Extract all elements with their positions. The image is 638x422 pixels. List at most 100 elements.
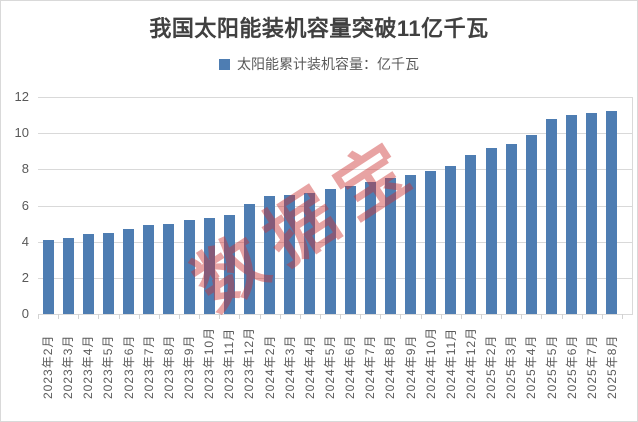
x-axis-tick [541, 314, 543, 319]
x-label-2024年7月: 2024年7月 [363, 334, 378, 399]
x-label-2023年8月: 2023年8月 [161, 334, 176, 399]
gridline-y0 [38, 314, 633, 315]
x-label-2023年7月: 2023年7月 [141, 334, 156, 399]
bar-2023年5月 [102, 232, 114, 314]
x-label-2023年4月: 2023年4月 [81, 334, 96, 399]
x-axis-tick [420, 314, 422, 319]
bar-2023年6月 [123, 229, 135, 314]
x-axis-tick [581, 314, 583, 319]
bar-2025年8月 [606, 111, 618, 314]
bar-2024年12月 [465, 154, 477, 314]
y-label-6: 6 [21, 197, 29, 213]
x-axis-tick [561, 314, 563, 319]
legend: 太阳能累计装机容量：亿千瓦 [1, 54, 637, 74]
x-label-2023年12月: 2023年12月 [242, 326, 257, 399]
bar-2024年4月 [304, 192, 316, 314]
x-axis-tick [219, 314, 221, 319]
x-label-2023年9月: 2023年9月 [182, 334, 197, 399]
x-axis-tick [38, 314, 39, 319]
y-label-4: 4 [21, 233, 29, 249]
x-label-2024年12月: 2024年12月 [463, 326, 478, 399]
bar-2025年2月 [485, 147, 497, 314]
bar-2024年2月 [264, 196, 276, 314]
x-label-2023年11月: 2023年11月 [222, 327, 237, 399]
bar-2023年2月 [42, 239, 54, 314]
y-label-0: 0 [21, 306, 29, 321]
x-label-2023年3月: 2023年3月 [61, 334, 76, 399]
x-label-2024年2月: 2024年2月 [262, 334, 277, 399]
bar-2024年5月 [324, 189, 336, 314]
gridline-y2 [38, 277, 633, 279]
x-label-2024年8月: 2024年8月 [383, 334, 398, 399]
bar-2025年6月 [566, 115, 578, 314]
x-axis-tick [340, 314, 342, 319]
x-axis-tick [319, 314, 321, 319]
legend-label: 太阳能累计装机容量：亿千瓦 [237, 56, 419, 72]
x-axis-tick [380, 314, 382, 319]
bar-2025年3月 [505, 144, 517, 314]
x-label-2025年8月: 2025年8月 [604, 334, 619, 399]
x-axis-tick [158, 314, 160, 319]
x-axis-tick [360, 314, 362, 319]
x-axis-tick [58, 314, 60, 319]
bar-2024年7月 [364, 182, 376, 314]
bar-2024年9月 [405, 174, 417, 314]
x-axis-tick [239, 314, 241, 319]
x-label-2024年10月: 2024年10月 [423, 326, 438, 399]
x-label-2024年11月: 2024年11月 [443, 327, 458, 399]
x-label-2025年4月: 2025年4月 [524, 334, 539, 399]
x-label-2024年9月: 2024年9月 [403, 334, 418, 399]
x-axis-tick [400, 314, 402, 319]
x-label-2024年4月: 2024年4月 [302, 334, 317, 399]
bar-2023年11月 [223, 214, 235, 314]
x-axis-tick [259, 314, 261, 319]
gridline-y4 [38, 241, 633, 243]
y-label-2: 2 [21, 269, 29, 285]
x-axis-tick [138, 314, 140, 319]
gridline-y10 [38, 133, 633, 135]
y-label-12: 12 [14, 89, 29, 104]
x-label-2023年2月: 2023年2月 [41, 334, 56, 399]
x-axis-tick [460, 314, 462, 319]
bar-2023年9月 [183, 219, 195, 314]
x-label-2025年2月: 2025年2月 [484, 334, 499, 399]
x-axis-tick [601, 314, 603, 319]
bar-2023年10月 [203, 218, 215, 314]
x-label-2025年7月: 2025年7月 [584, 334, 599, 399]
bar-2023年8月 [163, 223, 175, 314]
bar-2024年3月 [284, 194, 296, 314]
x-label-2023年10月: 2023年10月 [202, 326, 217, 399]
x-axis-tick [199, 314, 201, 319]
bar-2024年10月 [425, 171, 437, 314]
x-axis-tick [440, 314, 442, 319]
x-axis-tick [279, 314, 281, 319]
bar-2025年7月 [586, 113, 598, 314]
plot-area [38, 97, 633, 319]
x-axis-tick [178, 314, 180, 319]
gridline-y12 [38, 97, 633, 98]
bar-2023年3月 [62, 238, 74, 314]
x-axis-tick [521, 314, 523, 319]
x-axis-tick [299, 314, 301, 319]
bar-2025年5月 [546, 118, 558, 314]
x-axis-tick [78, 314, 80, 319]
x-label-2023年5月: 2023年5月 [101, 334, 116, 399]
x-axis-tick [622, 314, 623, 319]
bar-2023年4月 [82, 234, 94, 314]
x-axis-tick [501, 314, 503, 319]
gridline-y6 [38, 205, 633, 207]
x-label-2025年3月: 2025年3月 [504, 334, 519, 399]
gridline-y8 [38, 169, 633, 171]
legend-marker-icon [219, 58, 230, 70]
y-label-8: 8 [21, 161, 29, 177]
bar-2023年7月 [143, 225, 155, 314]
bar-2025年4月 [525, 134, 537, 314]
x-label-2023年6月: 2023年6月 [121, 334, 136, 399]
x-label-2024年3月: 2024年3月 [282, 334, 297, 399]
bar-2024年8月 [384, 178, 396, 314]
x-axis-tick [98, 314, 100, 319]
x-label-2025年5月: 2025年5月 [544, 334, 559, 399]
x-axis-tick [118, 314, 120, 319]
x-label-2024年5月: 2024年5月 [323, 334, 337, 399]
